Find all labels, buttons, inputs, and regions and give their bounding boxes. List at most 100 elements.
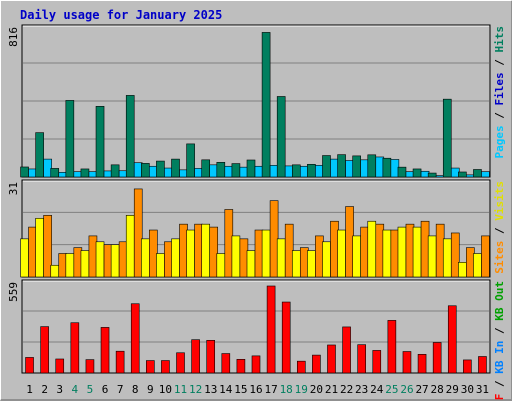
y-max-label: 559 [7,282,20,302]
sites-bar [133,188,143,278]
x-tick-label: 14 [219,383,233,396]
legend-hits-files: Pages / Files / Hits [493,26,506,159]
kbytes-bar [236,359,246,374]
hits-bar [382,157,392,178]
sites-bar [209,226,219,278]
legend-entry: Sites [493,241,506,274]
x-tick-label: 27 [415,383,428,396]
y-max-label: 816 [7,27,20,47]
legend-entry: KB Out [493,281,506,321]
kbytes-bar [191,339,200,374]
legend-entry: KB In [493,341,506,374]
legend-entry: / [493,374,506,394]
x-tick-label: 16 [249,383,262,396]
visits-bar [367,220,377,278]
visits-bar [352,235,361,278]
visits-bar [442,238,452,278]
visits-bar [141,238,150,278]
visits-bar [231,235,241,278]
hits-bar [276,96,286,178]
hits-bar [125,95,135,178]
kbytes-bar [478,356,487,374]
visits-bar [307,250,316,278]
hits-bar [246,159,256,178]
kbytes-bar [402,351,412,374]
kbytes-bar [161,360,170,374]
legend-kbytes: KB F / KB In / KB Out [493,281,506,400]
hits-bar [352,155,361,178]
visits-bar [201,223,211,278]
hits-bar [261,32,271,178]
legend-entry: KB F [493,394,506,400]
kbytes-bar [115,350,125,374]
x-tick-label: 15 [234,383,247,396]
files-bar [481,171,490,178]
hits-bar [186,143,195,178]
kbytes-bar [70,322,80,374]
hits-bar [458,171,467,178]
sites-bar [450,232,460,278]
x-tick-label: 17 [264,383,277,396]
x-tick-label: 2 [41,383,48,396]
visits-bar [276,238,286,278]
kbytes-bar [85,359,95,374]
x-tick-label: 28 [431,383,444,396]
x-tick-label: 8 [132,383,139,396]
visits-bar [95,241,105,278]
kbytes-bar [25,357,34,374]
kbytes-bar [146,360,155,374]
x-tick-label: 19 [295,383,308,396]
x-tick-label: 6 [102,383,109,396]
x-tick-label: 22 [340,383,353,396]
legend-entry: Visits [493,181,506,221]
x-tick-label: 26 [400,383,413,396]
kbytes-bar [221,353,231,374]
hits-bar [412,168,422,178]
kbytes-bar [447,305,457,374]
visits-bar [216,253,226,278]
visits-bar [322,241,331,278]
x-tick-label: 20 [310,383,323,396]
hits-bar [216,162,226,178]
kbytes-bar [357,344,366,374]
y-max-label: 31 [7,182,20,195]
kbytes-bar [327,344,336,374]
kbytes-bar [281,301,291,374]
kbytes-bar [251,355,261,374]
hits-bar [442,98,452,178]
visits-bar [382,229,392,278]
hits-bar [171,158,180,178]
visits-bar [186,229,195,278]
x-tick-label: 25 [385,383,398,396]
kbytes-bar [176,352,185,374]
visits-bar [427,235,437,278]
hits-bar [473,169,482,178]
hits-bar [337,154,346,178]
x-tick-label: 5 [87,383,94,396]
x-tick-label: 29 [446,383,459,396]
kbytes-bar [342,326,351,374]
hits-bar [65,100,75,178]
x-tick-label: 4 [72,383,79,396]
x-tick-label: 7 [117,383,124,396]
visits-bar [156,253,165,278]
x-tick-label: 24 [370,383,384,396]
hits-bar [156,160,165,178]
kbytes-bar [312,354,321,374]
kbytes-bar [296,360,306,374]
legend-entry: / [493,53,506,73]
hits-bar [367,154,377,178]
visits-bar [337,229,346,278]
kbytes-bar [387,320,397,374]
x-tick-label: 10 [159,383,172,396]
hits-bar [35,132,44,178]
visits-bar [20,238,29,278]
x-tick-label: 1 [26,383,33,396]
hits-bar [231,163,241,178]
legend-entry: / [493,221,506,241]
x-tick-label: 18 [280,383,293,396]
hits-bar [397,166,407,178]
visits-bar [458,262,467,278]
visits-bar [35,217,44,278]
